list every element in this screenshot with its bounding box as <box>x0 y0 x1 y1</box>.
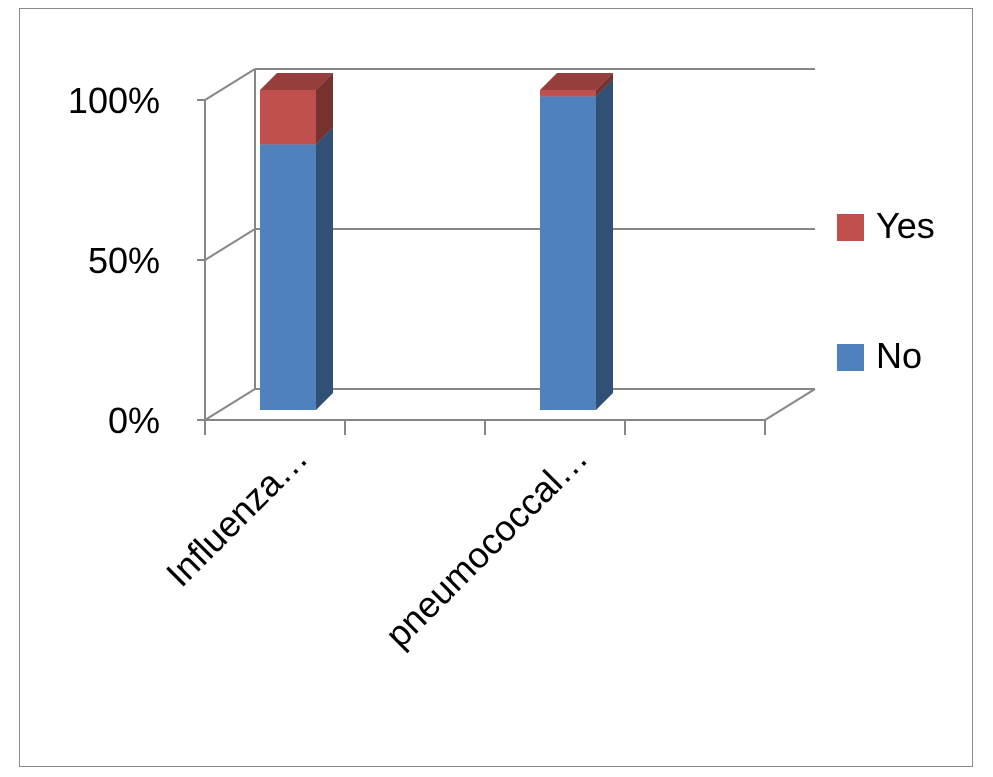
bars <box>260 73 613 411</box>
gridlines <box>204 68 815 421</box>
legend-label-no: No <box>876 335 922 376</box>
x-axis-tick-labels: Influenza… pneumococcal… <box>158 437 596 656</box>
x-tick-label: Influenza… <box>158 437 316 595</box>
legend-label-yes: Yes <box>876 205 935 246</box>
y-axis-tick-labels: 0% 50% 100% <box>68 80 160 441</box>
bar-yes-front <box>540 90 596 97</box>
gridline-side <box>204 228 256 261</box>
y-tick-label: 100% <box>68 80 160 121</box>
y-tick-label: 50% <box>88 240 160 281</box>
legend: Yes No <box>837 205 935 376</box>
bar-no-side <box>316 127 333 411</box>
gridline-side <box>204 388 256 421</box>
legend-swatch-no <box>837 344 864 371</box>
legend-swatch-yes <box>837 214 864 241</box>
bar-no-side <box>596 79 613 411</box>
x-tick-label: pneumococcal… <box>377 437 596 656</box>
gridline-side <box>204 68 256 101</box>
y-tick-label: 0% <box>108 400 160 441</box>
chart-frame <box>19 8 973 767</box>
bar-yes-front <box>260 90 316 145</box>
bar-no-front <box>540 96 596 411</box>
bar-yes-top <box>540 73 613 90</box>
floor-right-edge <box>764 388 816 421</box>
axes <box>197 99 766 435</box>
bar-yes-side <box>596 73 613 97</box>
bar-yes-top <box>260 73 333 90</box>
bar-yes-side <box>316 73 333 145</box>
bar-no-front <box>260 144 316 410</box>
